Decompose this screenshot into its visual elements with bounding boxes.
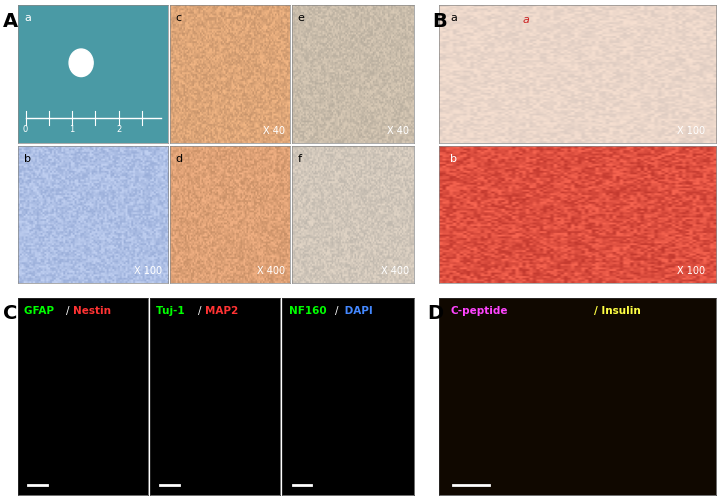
Text: MAP2: MAP2 [204, 306, 238, 316]
Text: a: a [24, 13, 31, 23]
Text: DAPI: DAPI [341, 306, 373, 316]
Text: /: / [66, 306, 70, 316]
Text: X 400: X 400 [381, 266, 409, 276]
Text: b: b [450, 154, 457, 164]
Text: a: a [450, 13, 457, 23]
Text: Nestin: Nestin [73, 306, 111, 316]
Text: 2: 2 [116, 125, 122, 134]
Text: B: B [432, 11, 447, 30]
Text: f: f [297, 154, 301, 164]
Text: /: / [198, 306, 202, 316]
Text: NF160: NF160 [289, 306, 326, 316]
Text: X 100: X 100 [678, 126, 706, 136]
Text: c: c [175, 13, 181, 23]
Text: X 40: X 40 [387, 126, 409, 136]
Text: X 100: X 100 [678, 266, 706, 276]
Text: X 40: X 40 [264, 126, 285, 136]
Ellipse shape [69, 49, 93, 77]
Text: C-peptide: C-peptide [450, 306, 508, 316]
Text: / Insulin: / Insulin [595, 306, 642, 316]
Text: e: e [297, 13, 304, 23]
Text: X 100: X 100 [134, 266, 162, 276]
Text: d: d [175, 154, 182, 164]
Text: GFAP: GFAP [24, 306, 58, 316]
Text: Tuj-1: Tuj-1 [156, 306, 189, 316]
Text: 1: 1 [70, 125, 75, 134]
Text: /: / [335, 306, 338, 316]
Text: C: C [4, 304, 17, 323]
Text: A: A [3, 11, 18, 30]
Text: X 400: X 400 [257, 266, 285, 276]
Text: b: b [24, 154, 31, 164]
Text: D: D [427, 304, 444, 323]
Text: a: a [523, 14, 529, 25]
Text: 0: 0 [23, 125, 28, 134]
